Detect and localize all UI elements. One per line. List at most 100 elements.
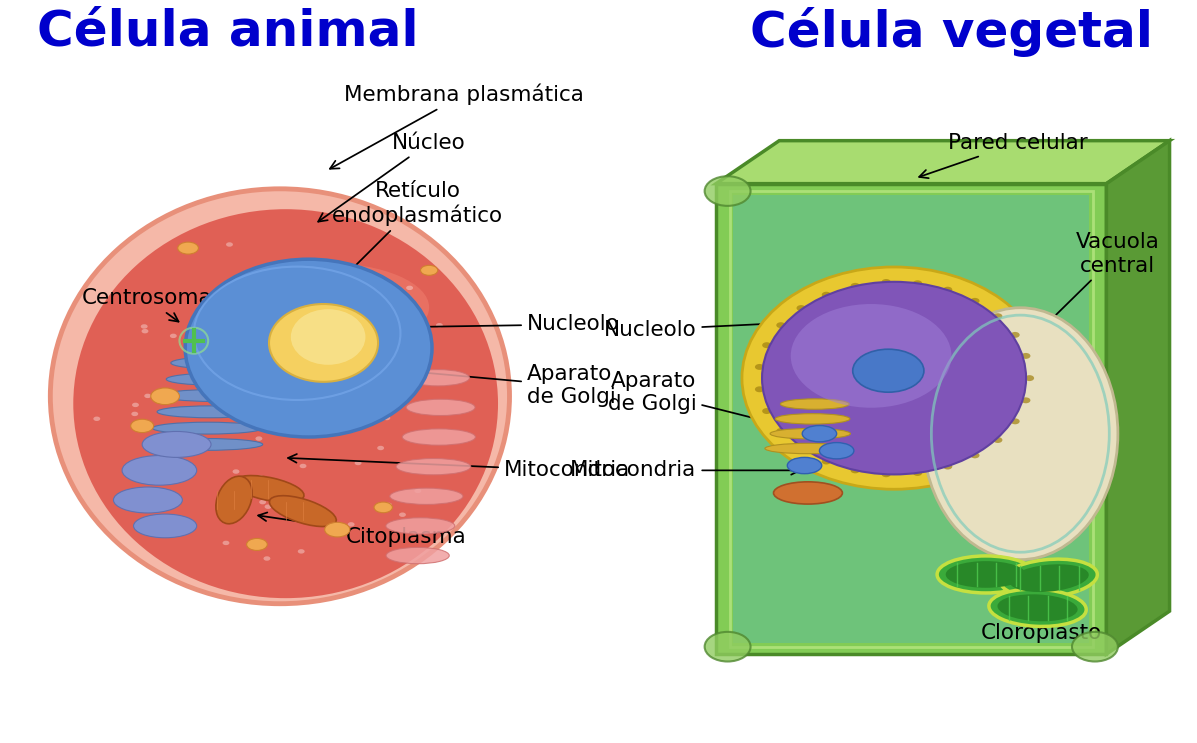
- Ellipse shape: [851, 283, 859, 289]
- Ellipse shape: [255, 491, 261, 496]
- Ellipse shape: [291, 309, 365, 365]
- Ellipse shape: [765, 444, 851, 454]
- Ellipse shape: [777, 322, 785, 328]
- Text: Retículo
endoplasmático: Retículo endoplasmático: [332, 181, 503, 280]
- Ellipse shape: [399, 513, 406, 517]
- Text: Cloroplasto: Cloroplasto: [980, 577, 1101, 643]
- Ellipse shape: [989, 589, 1086, 626]
- Ellipse shape: [705, 176, 751, 206]
- Ellipse shape: [298, 549, 305, 554]
- Ellipse shape: [802, 426, 837, 442]
- Ellipse shape: [997, 594, 1077, 621]
- Ellipse shape: [396, 458, 470, 475]
- Ellipse shape: [186, 259, 432, 437]
- Ellipse shape: [148, 438, 262, 450]
- Ellipse shape: [363, 408, 370, 412]
- Ellipse shape: [762, 408, 771, 414]
- Ellipse shape: [232, 470, 239, 474]
- Ellipse shape: [373, 502, 393, 513]
- Text: Citoplasma: Citoplasma: [259, 513, 467, 547]
- Ellipse shape: [402, 429, 475, 445]
- Ellipse shape: [233, 476, 304, 502]
- Text: Pared celular: Pared celular: [919, 133, 1088, 178]
- Ellipse shape: [223, 541, 230, 545]
- Ellipse shape: [788, 458, 821, 474]
- Ellipse shape: [170, 334, 177, 338]
- Ellipse shape: [791, 304, 952, 408]
- Ellipse shape: [796, 445, 806, 451]
- Ellipse shape: [196, 337, 202, 341]
- Ellipse shape: [347, 522, 354, 527]
- Ellipse shape: [1009, 564, 1089, 592]
- Ellipse shape: [215, 476, 253, 524]
- Ellipse shape: [994, 437, 1002, 443]
- Ellipse shape: [247, 539, 267, 551]
- Ellipse shape: [357, 294, 364, 299]
- Ellipse shape: [385, 518, 455, 534]
- Ellipse shape: [269, 496, 336, 527]
- Ellipse shape: [755, 364, 764, 370]
- Ellipse shape: [269, 304, 378, 382]
- Ellipse shape: [821, 292, 831, 298]
- Ellipse shape: [943, 287, 953, 293]
- Ellipse shape: [50, 189, 510, 604]
- Ellipse shape: [383, 416, 390, 421]
- Ellipse shape: [302, 300, 309, 304]
- Ellipse shape: [114, 487, 182, 513]
- Ellipse shape: [166, 373, 262, 385]
- Text: Mitocondria: Mitocondria: [288, 454, 630, 481]
- Ellipse shape: [152, 422, 262, 434]
- Polygon shape: [716, 184, 1106, 654]
- Ellipse shape: [141, 329, 148, 334]
- Ellipse shape: [201, 366, 207, 370]
- Ellipse shape: [157, 406, 262, 418]
- Ellipse shape: [171, 357, 262, 369]
- Ellipse shape: [405, 347, 412, 351]
- Ellipse shape: [390, 488, 463, 504]
- Text: Aparato
de Golgi: Aparato de Golgi: [608, 371, 780, 426]
- Ellipse shape: [342, 404, 350, 409]
- Ellipse shape: [852, 349, 924, 392]
- Ellipse shape: [777, 428, 785, 434]
- Ellipse shape: [406, 369, 469, 386]
- Text: Aparato
de Golgi: Aparato de Golgi: [346, 362, 615, 407]
- Ellipse shape: [299, 464, 306, 468]
- Ellipse shape: [130, 419, 153, 432]
- Ellipse shape: [1073, 632, 1118, 661]
- Ellipse shape: [329, 375, 336, 380]
- Ellipse shape: [255, 436, 262, 441]
- Polygon shape: [716, 140, 1169, 184]
- Ellipse shape: [881, 279, 891, 285]
- Ellipse shape: [773, 482, 843, 504]
- Text: Nucleolo: Nucleolo: [603, 317, 826, 340]
- Ellipse shape: [132, 403, 139, 407]
- Ellipse shape: [134, 514, 196, 538]
- Ellipse shape: [762, 343, 771, 348]
- Ellipse shape: [93, 417, 101, 421]
- Ellipse shape: [260, 500, 266, 504]
- Ellipse shape: [333, 279, 340, 284]
- Text: Célula vegetal: Célula vegetal: [751, 7, 1153, 56]
- Ellipse shape: [223, 263, 430, 352]
- Ellipse shape: [1001, 559, 1098, 597]
- Ellipse shape: [851, 467, 859, 473]
- Ellipse shape: [263, 557, 271, 561]
- Ellipse shape: [406, 285, 413, 290]
- Text: Centrosoma: Centrosoma: [81, 288, 212, 322]
- Ellipse shape: [389, 335, 395, 340]
- Ellipse shape: [142, 432, 211, 458]
- Polygon shape: [1106, 140, 1169, 654]
- Ellipse shape: [73, 210, 498, 598]
- Ellipse shape: [436, 323, 443, 328]
- Ellipse shape: [937, 556, 1034, 593]
- Ellipse shape: [994, 314, 1002, 319]
- Ellipse shape: [165, 426, 172, 431]
- Ellipse shape: [162, 389, 262, 401]
- Ellipse shape: [1021, 398, 1031, 403]
- Ellipse shape: [913, 280, 922, 286]
- Ellipse shape: [946, 561, 1026, 588]
- Ellipse shape: [762, 282, 1026, 475]
- Ellipse shape: [145, 394, 151, 398]
- Ellipse shape: [122, 455, 196, 485]
- Ellipse shape: [132, 412, 138, 416]
